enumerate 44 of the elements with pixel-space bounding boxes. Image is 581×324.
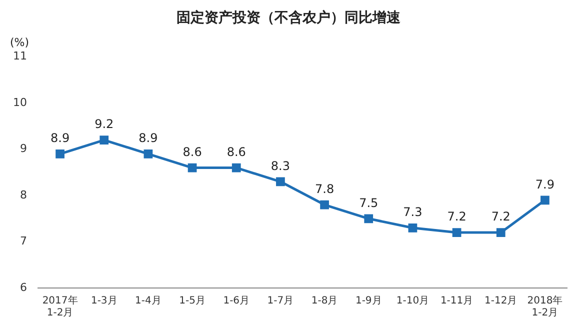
point bbox=[364, 214, 374, 224]
x-tick-label: 1-6月 bbox=[223, 296, 250, 307]
y-tick-label: 10 bbox=[12, 96, 27, 109]
data-label: 8.9 bbox=[138, 131, 158, 146]
x-tick-label: 1-11月 bbox=[440, 296, 474, 307]
x-tick-label: 1-9月 bbox=[355, 296, 382, 307]
y-axis-title: (%) bbox=[10, 36, 30, 50]
data-label: 8.3 bbox=[270, 158, 290, 173]
y-tick-label: 8 bbox=[20, 188, 27, 202]
chart-title: 固定资产投资（不含农户）同比增速 bbox=[176, 9, 402, 26]
y-tick-label: 6 bbox=[20, 280, 27, 294]
y-tick-label: 9 bbox=[20, 142, 27, 156]
data-label: 7.8 bbox=[314, 182, 334, 196]
data-label: 7.9 bbox=[535, 177, 555, 192]
data-label: 8.6 bbox=[226, 144, 246, 159]
y-tick-label: 7 bbox=[20, 234, 27, 248]
point bbox=[56, 149, 64, 158]
point bbox=[100, 136, 109, 144]
x-tick-label: 1-8月 bbox=[311, 296, 338, 307]
data-label: 9.2 bbox=[94, 117, 114, 132]
x-tick-label: 1-5月 bbox=[179, 296, 206, 307]
x-tick-label: 1-4月 bbox=[135, 296, 162, 307]
point bbox=[276, 177, 285, 186]
point bbox=[188, 163, 197, 172]
data-label: 7.2 bbox=[491, 210, 510, 224]
data-label: 7.3 bbox=[403, 205, 422, 220]
point bbox=[320, 200, 329, 210]
point bbox=[496, 228, 506, 237]
data-label: 8.6 bbox=[182, 144, 202, 159]
x-tick-label: 2017年 1-2月 bbox=[42, 294, 78, 319]
point bbox=[232, 163, 241, 172]
point bbox=[408, 223, 418, 232]
data-label: 7.2 bbox=[447, 210, 466, 224]
x-tick-label: 2018年 1-2月 bbox=[527, 294, 563, 319]
point bbox=[144, 149, 153, 158]
data-label: 8.9 bbox=[50, 131, 70, 146]
data-label: 7.5 bbox=[359, 196, 378, 210]
point bbox=[540, 196, 550, 205]
y-tick-label: 11 bbox=[12, 50, 27, 63]
x-tick-label: 1-10月 bbox=[396, 296, 430, 307]
point bbox=[452, 228, 462, 237]
x-tick-label: 1-3月 bbox=[90, 296, 118, 307]
x-tick-label: 1-12月 bbox=[484, 296, 518, 307]
x-tick-label: 1-7月 bbox=[267, 296, 294, 307]
